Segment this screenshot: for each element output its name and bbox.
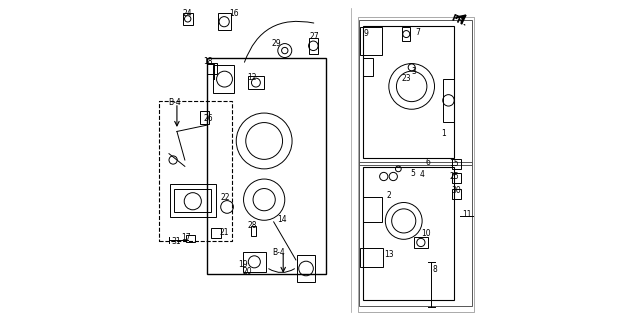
Text: 9: 9 bbox=[363, 29, 368, 38]
Text: B-4: B-4 bbox=[168, 98, 181, 107]
Bar bbox=[251, 226, 256, 236]
Text: 25: 25 bbox=[449, 172, 460, 181]
Bar bbox=[452, 189, 461, 199]
Text: 7: 7 bbox=[416, 28, 420, 37]
Text: 22: 22 bbox=[220, 193, 230, 202]
Text: 23: 23 bbox=[401, 74, 411, 83]
Bar bbox=[218, 13, 231, 30]
Text: 21: 21 bbox=[219, 228, 229, 237]
Text: 8: 8 bbox=[432, 265, 437, 274]
Bar bbox=[207, 59, 326, 274]
Text: 1: 1 bbox=[442, 130, 446, 139]
Text: 11: 11 bbox=[463, 210, 472, 219]
Text: 4: 4 bbox=[420, 170, 424, 179]
Text: 28: 28 bbox=[248, 220, 257, 229]
Bar bbox=[297, 254, 315, 283]
Bar bbox=[363, 197, 382, 222]
Bar bbox=[248, 76, 263, 89]
Text: B-4: B-4 bbox=[273, 248, 285, 257]
Bar bbox=[363, 58, 373, 76]
Bar bbox=[363, 26, 454, 158]
Bar bbox=[183, 13, 193, 25]
Bar bbox=[452, 159, 461, 169]
Text: 30: 30 bbox=[451, 186, 461, 195]
Text: 14: 14 bbox=[277, 215, 287, 224]
Bar bbox=[360, 28, 382, 55]
Bar bbox=[443, 79, 453, 122]
Text: 26: 26 bbox=[203, 114, 213, 123]
Bar bbox=[402, 28, 410, 41]
Text: 16: 16 bbox=[229, 9, 239, 18]
Bar bbox=[211, 228, 222, 238]
Bar bbox=[358, 17, 473, 312]
Bar bbox=[159, 101, 232, 241]
Bar bbox=[207, 63, 216, 74]
Bar bbox=[363, 167, 454, 300]
Text: 31: 31 bbox=[172, 237, 181, 246]
Text: 6: 6 bbox=[426, 158, 430, 167]
Bar bbox=[360, 162, 472, 306]
Text: 24: 24 bbox=[182, 9, 192, 18]
Bar bbox=[360, 248, 383, 267]
Text: 20: 20 bbox=[242, 267, 252, 276]
Bar bbox=[200, 111, 209, 124]
Bar bbox=[243, 252, 266, 272]
Text: 27: 27 bbox=[309, 32, 319, 41]
Text: 2: 2 bbox=[387, 191, 391, 200]
Bar bbox=[452, 173, 461, 183]
Bar bbox=[174, 189, 211, 212]
Text: 10: 10 bbox=[421, 229, 430, 238]
Bar bbox=[360, 20, 472, 165]
Text: 5: 5 bbox=[410, 169, 415, 178]
Text: 15: 15 bbox=[449, 159, 460, 168]
Bar bbox=[213, 65, 234, 93]
Text: 29: 29 bbox=[271, 39, 280, 48]
Bar bbox=[308, 38, 318, 54]
Text: 12: 12 bbox=[248, 73, 257, 82]
Text: 3: 3 bbox=[412, 67, 417, 76]
Text: 18: 18 bbox=[203, 57, 213, 66]
Text: 17: 17 bbox=[181, 233, 191, 242]
Text: 19: 19 bbox=[238, 260, 248, 268]
Text: 13: 13 bbox=[384, 250, 394, 259]
Bar bbox=[170, 184, 216, 217]
Text: FR.: FR. bbox=[449, 14, 468, 28]
Bar bbox=[414, 237, 427, 248]
Bar bbox=[186, 236, 195, 243]
